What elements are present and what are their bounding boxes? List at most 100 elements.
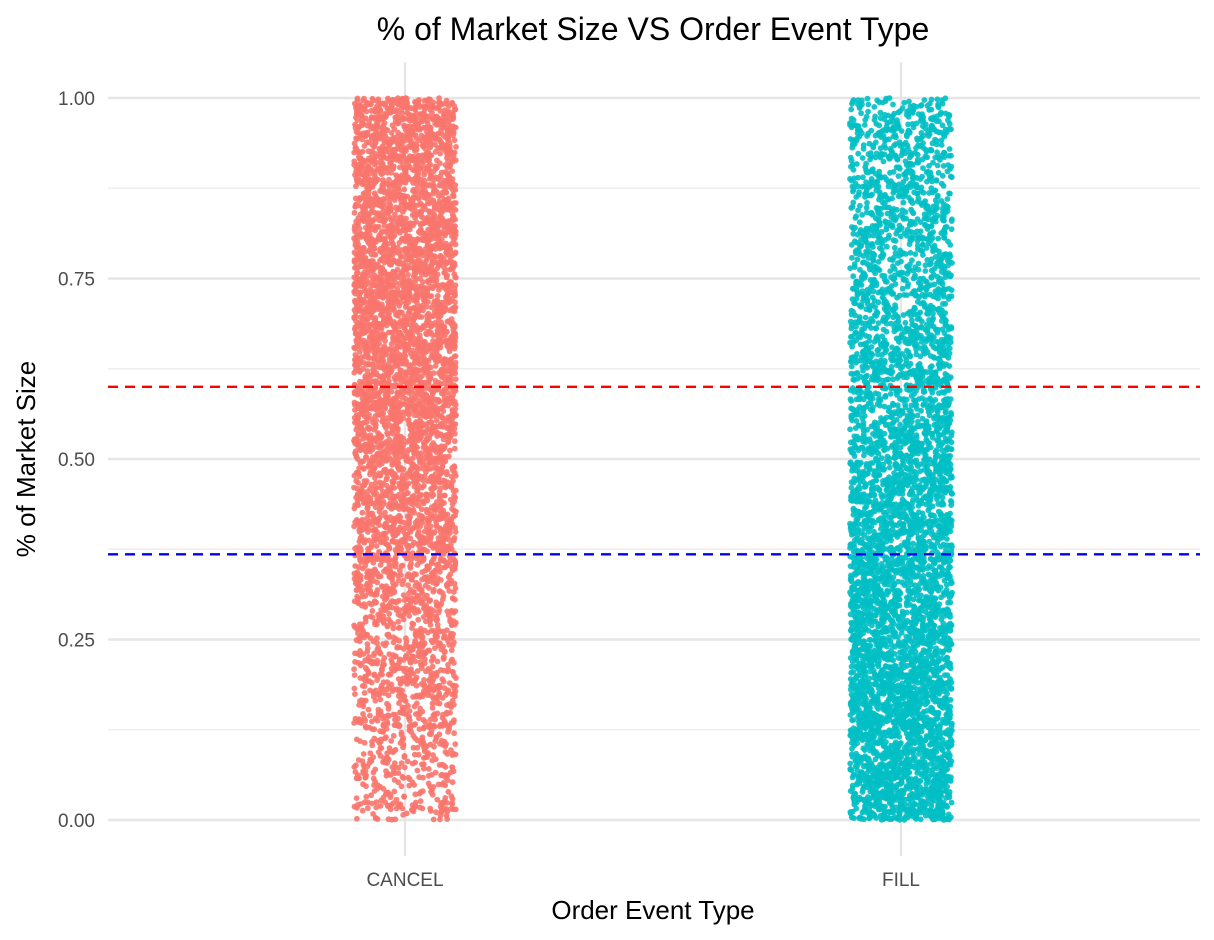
point-cancel: [380, 208, 387, 215]
point-cancel: [430, 301, 437, 308]
point-cancel: [399, 102, 406, 109]
point-cancel: [417, 221, 424, 228]
point-cancel: [390, 426, 396, 433]
point-cancel: [357, 738, 363, 744]
point-cancel: [445, 414, 452, 421]
point-cancel: [375, 532, 381, 539]
point-cancel: [440, 656, 447, 662]
point-cancel: [393, 420, 400, 427]
point-cancel: [450, 555, 457, 562]
point-cancel: [400, 175, 407, 182]
point-cancel: [351, 672, 358, 678]
point-cancel: [409, 760, 416, 767]
point-cancel: [443, 806, 449, 812]
point-cancel: [447, 709, 453, 716]
point-cancel: [391, 232, 398, 239]
point-cancel: [429, 428, 436, 435]
point-cancel: [451, 492, 457, 499]
point-cancel: [421, 358, 428, 365]
point-cancel: [437, 485, 444, 492]
point-cancel: [401, 193, 408, 200]
point-cancel: [405, 281, 412, 287]
point-cancel: [453, 144, 459, 150]
point-cancel: [421, 482, 427, 489]
point-cancel: [383, 180, 390, 187]
point-cancel: [380, 276, 386, 283]
point-cancel: [376, 445, 383, 451]
point-cancel: [414, 346, 421, 352]
point-cancel: [426, 408, 432, 415]
point-cancel: [451, 200, 457, 206]
point-cancel: [351, 158, 358, 165]
point-cancel: [410, 597, 417, 603]
point-cancel: [446, 109, 453, 116]
point-cancel: [360, 751, 367, 757]
point-cancel: [371, 566, 378, 573]
point-cancel: [379, 265, 386, 271]
point-cancel: [385, 139, 391, 146]
point-cancel: [384, 718, 390, 725]
point-cancel: [363, 257, 370, 264]
point-cancel: [452, 250, 458, 257]
point-cancel: [380, 294, 387, 300]
point-cancel: [370, 517, 377, 524]
point-cancel: [424, 509, 430, 516]
point-cancel: [400, 466, 407, 473]
point-cancel: [428, 102, 434, 109]
point-cancel: [407, 379, 413, 385]
point-cancel: [420, 774, 426, 781]
point-cancel: [355, 600, 362, 607]
point-cancel: [425, 167, 432, 173]
point-cancel: [368, 591, 374, 597]
point-cancel: [428, 658, 435, 664]
point-cancel: [412, 583, 419, 589]
point-cancel: [427, 686, 434, 693]
point-cancel: [421, 539, 428, 546]
point-cancel: [429, 352, 436, 359]
point-cancel: [429, 109, 435, 116]
point-cancel: [407, 236, 413, 243]
point-cancel: [443, 483, 450, 489]
point-cancel: [405, 582, 411, 588]
point-cancel: [446, 228, 453, 235]
point-cancel: [428, 485, 434, 492]
point-cancel: [355, 215, 362, 221]
point-cancel: [452, 187, 459, 193]
point-cancel: [413, 425, 420, 432]
point-cancel: [450, 768, 457, 775]
point-cancel: [352, 450, 358, 456]
point-cancel: [442, 478, 448, 484]
point-cancel: [386, 366, 392, 373]
point-cancel: [434, 293, 441, 299]
point-cancel: [451, 124, 458, 131]
point-cancel: [415, 401, 422, 407]
point-cancel: [407, 471, 414, 478]
point-cancel: [441, 380, 447, 387]
point-cancel: [401, 115, 408, 122]
point-cancel: [437, 150, 444, 157]
point-cancel: [400, 775, 407, 781]
point-cancel: [371, 190, 378, 197]
series-cancel: [351, 95, 459, 823]
point-cancel: [353, 354, 360, 361]
point-cancel: [418, 387, 425, 394]
point-cancel: [452, 216, 459, 223]
point-cancel: [380, 170, 386, 176]
point-cancel: [411, 782, 418, 788]
point-cancel: [402, 95, 409, 101]
point-cancel: [397, 367, 404, 373]
point-cancel: [417, 200, 424, 207]
point-cancel: [418, 314, 425, 320]
point-cancel: [379, 602, 386, 608]
point-cancel: [420, 248, 426, 255]
point-cancel: [419, 498, 426, 505]
point-cancel: [433, 277, 440, 284]
point-cancel: [386, 319, 393, 325]
point-cancel: [429, 221, 436, 228]
point-cancel: [352, 361, 359, 368]
point-cancel: [393, 442, 400, 449]
point-cancel: [366, 426, 372, 433]
point-cancel: [451, 271, 458, 278]
point-cancel: [450, 537, 457, 543]
point-cancel: [365, 219, 371, 225]
